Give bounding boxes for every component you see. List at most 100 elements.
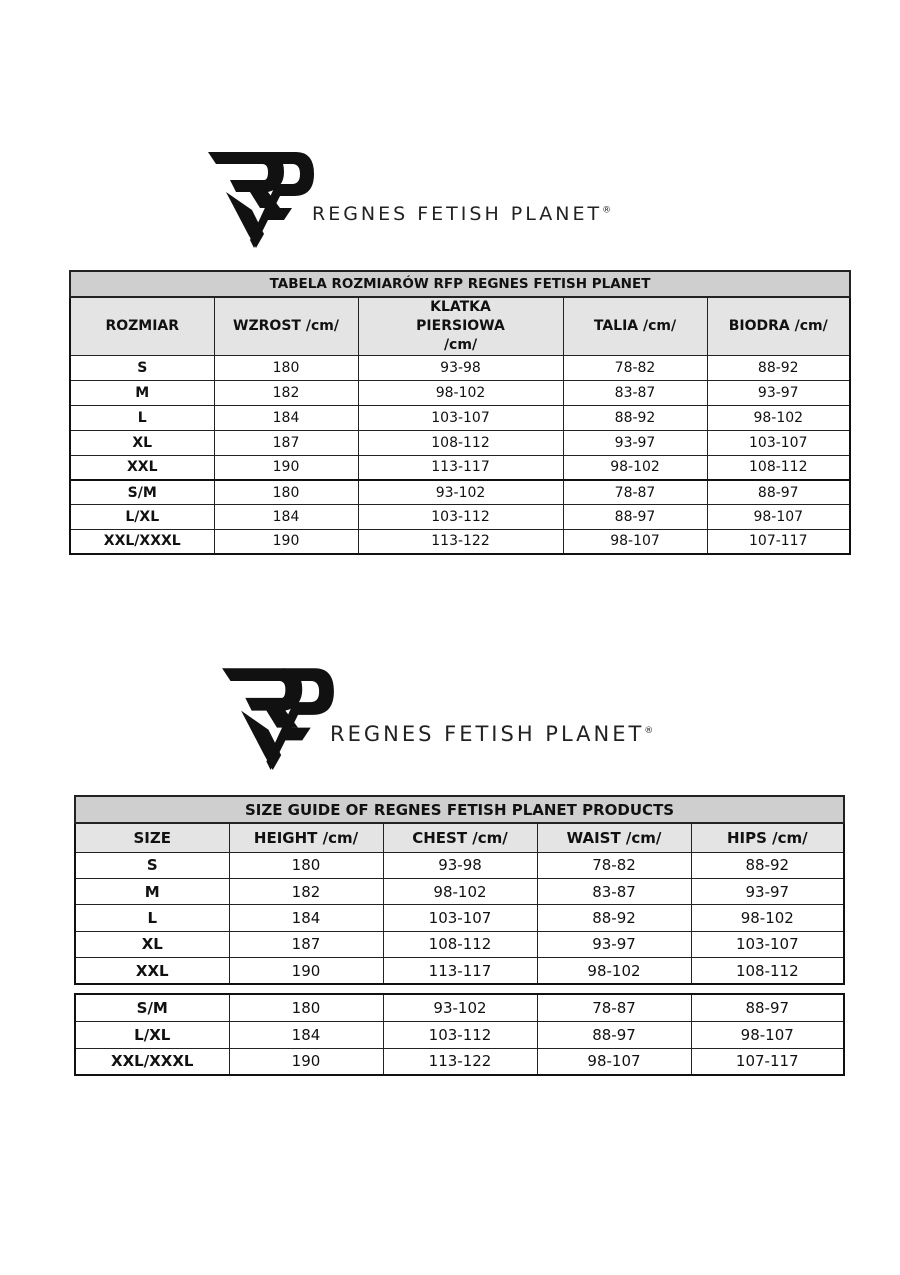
measurement-cell: 98-107 bbox=[706, 504, 851, 530]
size-cell: L/XL bbox=[74, 1020, 230, 1049]
measurement-cell: 93-97 bbox=[706, 379, 851, 406]
measurement-cell: 78-87 bbox=[536, 993, 692, 1022]
measurement-cell: 98-102 bbox=[706, 404, 851, 431]
measurement-cell: 180 bbox=[228, 851, 384, 879]
table-row: L/XL 184 103-112 88-97 98-107 bbox=[74, 1020, 845, 1049]
table-row: M 182 98-102 83-87 93-97 bbox=[74, 877, 845, 906]
table-row: S 180 93-98 78-82 88-92 bbox=[69, 354, 851, 381]
table-row: XXL 190 113-117 98-102 108-112 bbox=[69, 454, 851, 481]
size-table-english-combined: S/M 180 93-102 78-87 88-97 L/XL 184 103-112 88-9… bbox=[74, 993, 845, 1076]
table-title: SIZE GUIDE OF REGNES FETISH PLANET PRODU… bbox=[73, 795, 846, 824]
table-row: XXL 190 113-117 98-102 108-112 bbox=[74, 957, 845, 985]
measurement-cell: 180 bbox=[228, 993, 384, 1022]
column-header: ROZMIAR bbox=[69, 296, 215, 356]
size-cell: XL bbox=[69, 429, 215, 456]
size-cell: XL bbox=[74, 930, 230, 959]
column-header: WAIST /cm/ bbox=[536, 822, 692, 853]
measurement-cell: 103-107 bbox=[382, 904, 538, 932]
size-table-polish-combined: S/M 180 93-102 78-87 88-97 L/XL 184 103-112 88-9… bbox=[69, 479, 851, 555]
measurement-cell: 98-102 bbox=[382, 877, 538, 906]
column-header: HEIGHT /cm/ bbox=[228, 822, 384, 853]
column-header: WZROST /cm/ bbox=[213, 296, 359, 356]
measurement-cell: 98-102 bbox=[536, 957, 692, 985]
size-cell: XXL bbox=[74, 957, 230, 985]
measurement-cell: 98-107 bbox=[562, 528, 708, 554]
brand-name: REGNES FETISH PLANET bbox=[330, 722, 645, 746]
measurement-cell: 184 bbox=[228, 904, 384, 932]
measurement-cell: 113-117 bbox=[357, 454, 564, 481]
measurement-cell: 190 bbox=[213, 528, 359, 554]
column-header: TALIA /cm/ bbox=[562, 296, 708, 356]
measurement-cell: 108-112 bbox=[690, 957, 845, 985]
measurement-cell: 187 bbox=[213, 429, 359, 456]
measurement-cell: 108-112 bbox=[382, 930, 538, 959]
size-cell: XXL bbox=[69, 454, 215, 481]
table-row: S/M 180 93-102 78-87 88-97 bbox=[74, 993, 845, 1022]
measurement-cell: 93-97 bbox=[536, 930, 692, 959]
size-cell: XXL/XXXL bbox=[74, 1047, 230, 1076]
measurement-cell: 180 bbox=[213, 354, 359, 381]
measurement-cell: 113-122 bbox=[357, 528, 564, 554]
measurement-cell: 88-92 bbox=[706, 354, 851, 381]
measurement-cell: 103-112 bbox=[382, 1020, 538, 1049]
measurement-cell: 103-112 bbox=[357, 504, 564, 530]
size-cell: S bbox=[69, 354, 215, 381]
table-header-row: ROZMIAR WZROST /cm/ KLATKA PIERSIOWA /cm… bbox=[69, 296, 851, 356]
table-row: L/XL 184 103-112 88-97 98-107 bbox=[69, 504, 851, 530]
table-title: TABELA ROZMIARÓW RFP REGNES FETISH PLANE… bbox=[68, 270, 852, 298]
table-row: S 180 93-98 78-82 88-92 bbox=[74, 851, 845, 879]
measurement-cell: 113-122 bbox=[382, 1047, 538, 1076]
measurement-cell: 88-97 bbox=[690, 993, 845, 1022]
measurement-cell: 78-82 bbox=[536, 851, 692, 879]
table-row: XXL/XXXL 190 113-122 98-107 107-117 bbox=[69, 528, 851, 554]
table-row: M 182 98-102 83-87 93-97 bbox=[69, 379, 851, 406]
measurement-cell: 182 bbox=[228, 877, 384, 906]
size-cell: L/XL bbox=[69, 504, 215, 530]
measurement-cell: 190 bbox=[228, 957, 384, 985]
measurement-cell: 187 bbox=[228, 930, 384, 959]
measurement-cell: 98-102 bbox=[690, 904, 845, 932]
column-header: CHEST /cm/ bbox=[382, 822, 538, 853]
table-row: L 184 103-107 88-92 98-102 bbox=[74, 904, 845, 932]
measurement-cell: 93-98 bbox=[357, 354, 564, 381]
measurement-cell: 78-82 bbox=[562, 354, 708, 381]
size-cell: S/M bbox=[74, 993, 230, 1022]
measurement-cell: 182 bbox=[213, 379, 359, 406]
measurement-cell: 83-87 bbox=[562, 379, 708, 406]
measurement-cell: 98-107 bbox=[536, 1047, 692, 1076]
measurement-cell: 108-112 bbox=[357, 429, 564, 456]
registered-mark: ® bbox=[644, 726, 654, 736]
measurement-cell: 103-107 bbox=[357, 404, 564, 431]
size-cell: S/M bbox=[69, 479, 215, 505]
measurement-cell: 88-92 bbox=[690, 851, 845, 879]
measurement-cell: 93-102 bbox=[382, 993, 538, 1022]
size-cell: S bbox=[74, 851, 230, 879]
measurement-cell: 88-97 bbox=[536, 1020, 692, 1049]
measurement-cell: 93-102 bbox=[357, 479, 564, 505]
measurement-cell: 103-107 bbox=[706, 429, 851, 456]
table-row: XXL/XXXL 190 113-122 98-107 107-117 bbox=[74, 1047, 845, 1076]
brand-name: REGNES FETISH PLANET bbox=[312, 203, 603, 225]
measurement-cell: 88-97 bbox=[706, 479, 851, 505]
table-row: S/M 180 93-102 78-87 88-97 bbox=[69, 479, 851, 505]
measurement-cell: 184 bbox=[213, 504, 359, 530]
measurement-cell: 88-92 bbox=[562, 404, 708, 431]
measurement-cell: 113-117 bbox=[382, 957, 538, 985]
column-header: HIPS /cm/ bbox=[690, 822, 845, 853]
size-table-english: SIZE GUIDE OF REGNES FETISH PLANET PRODU… bbox=[73, 795, 846, 985]
rfp-monogram-icon bbox=[208, 152, 314, 248]
measurement-cell: 107-117 bbox=[690, 1047, 845, 1076]
table-header-row: SIZE HEIGHT /cm/ CHEST /cm/ WAIST /cm/ H… bbox=[74, 822, 845, 853]
registered-mark: ® bbox=[602, 205, 612, 216]
size-cell: L bbox=[69, 404, 215, 431]
column-header: BIODRA /cm/ bbox=[706, 296, 851, 356]
column-header: SIZE bbox=[74, 822, 230, 853]
measurement-cell: 108-112 bbox=[706, 454, 851, 481]
column-header: KLATKA PIERSIOWA /cm/ bbox=[357, 296, 564, 356]
size-cell: M bbox=[74, 877, 230, 906]
measurement-cell: 184 bbox=[213, 404, 359, 431]
measurement-cell: 78-87 bbox=[562, 479, 708, 505]
size-cell: L bbox=[74, 904, 230, 932]
measurement-cell: 93-97 bbox=[690, 877, 845, 906]
table-row: L 184 103-107 88-92 98-102 bbox=[69, 404, 851, 431]
